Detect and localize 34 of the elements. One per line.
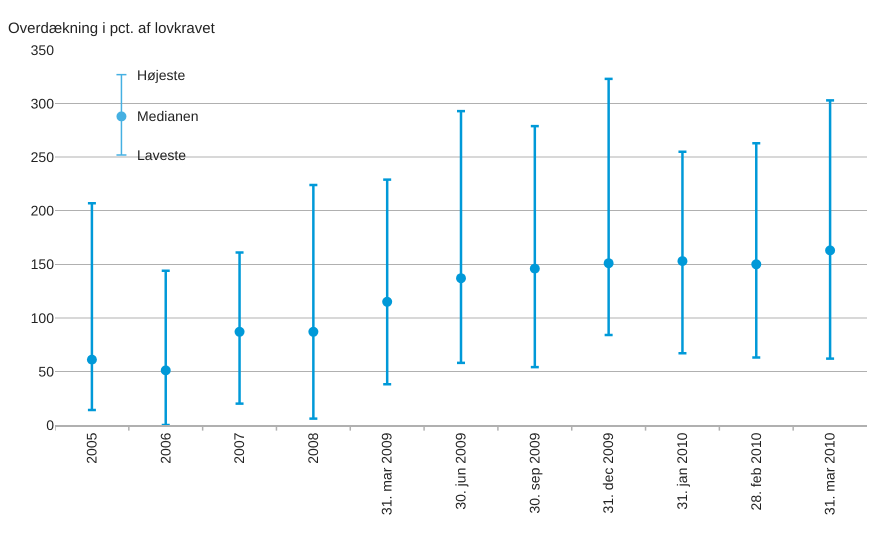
point	[456, 273, 466, 284]
y-tick-label: 50	[38, 363, 54, 380]
x-tick-label: 31. dec 2009	[600, 432, 616, 514]
x-tick-label: 30. jun 2009	[452, 432, 469, 510]
point	[604, 258, 614, 268]
x-tick-label: 31. jan 2010	[674, 432, 690, 510]
x-tick-label: 2006	[157, 432, 174, 464]
y-tick-label: 100	[30, 310, 54, 326]
point	[86, 354, 97, 365]
x-tick-label: 30. sep 2009	[526, 432, 542, 514]
x-tick-label: 2008	[304, 432, 321, 464]
point	[751, 259, 762, 270]
y-tick-label: 350	[30, 42, 54, 58]
x-tick-label: 31. mar 2009	[378, 432, 395, 516]
annotation: Laveste	[137, 147, 186, 163]
point	[825, 245, 836, 256]
point	[308, 326, 318, 337]
y-axis-title: Overdækning i pct. af lovkravet	[8, 20, 216, 37]
x-tick-label: 31. mar 2010	[822, 432, 838, 516]
x-tick-label: 28. feb 2010	[748, 432, 764, 510]
y-tick-label: 300	[30, 95, 54, 112]
x-tick-label: 2007	[231, 432, 248, 464]
point	[530, 264, 540, 274]
point	[234, 326, 245, 337]
point	[382, 296, 392, 307]
annotation: Medianen	[137, 108, 198, 124]
point	[160, 365, 171, 376]
point	[677, 256, 688, 266]
x-tick-label: 2005	[83, 432, 100, 464]
y-tick-label: 200	[30, 202, 54, 219]
annotation: Højeste	[137, 67, 186, 83]
y-tick-label: 250	[30, 149, 54, 166]
y-tick-label: 150	[30, 256, 54, 272]
y-tick-label: 0	[46, 416, 54, 433]
